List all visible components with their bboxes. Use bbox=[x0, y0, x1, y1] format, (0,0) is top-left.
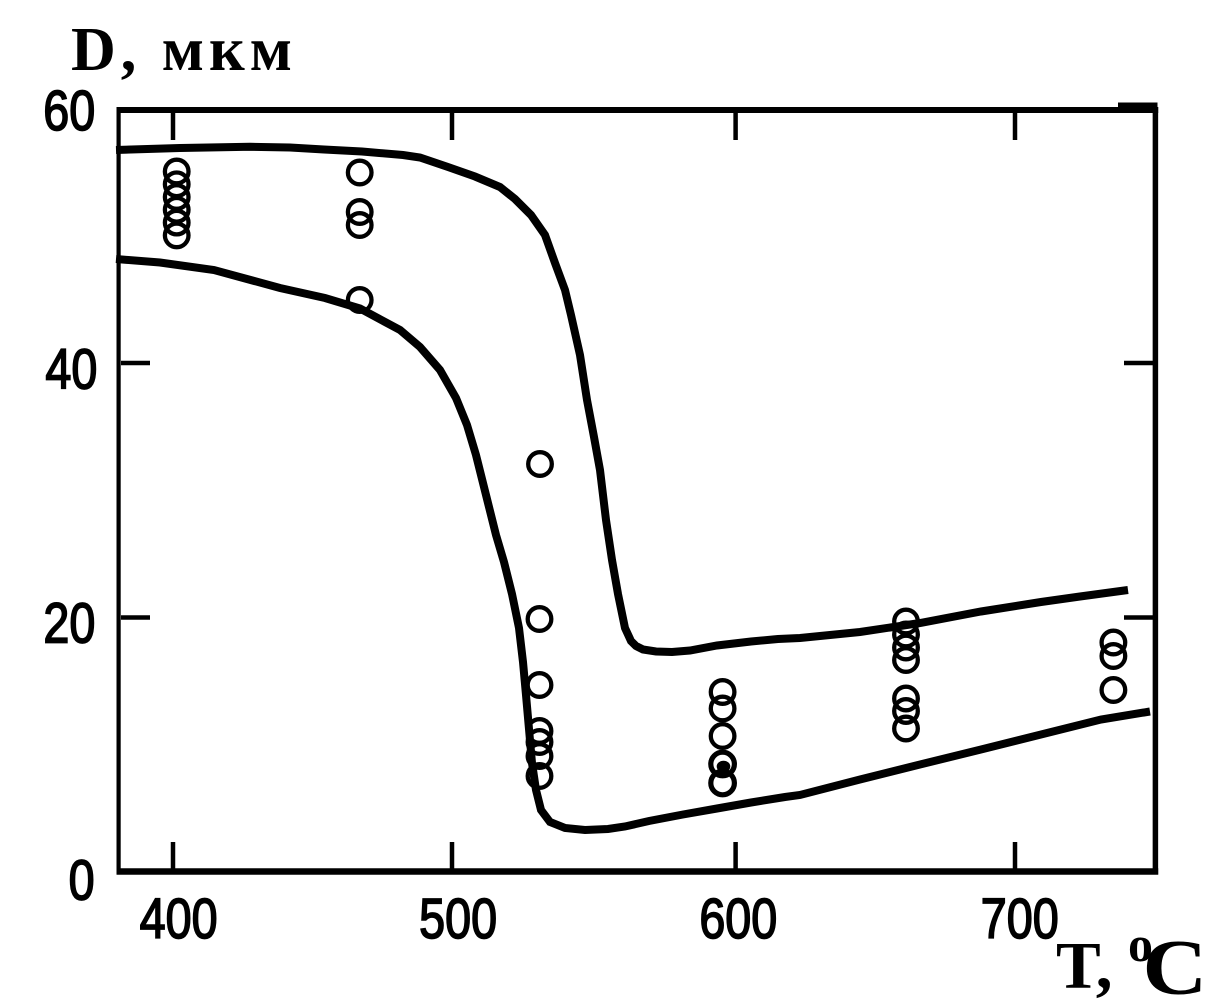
svg-text:600: 600 bbox=[699, 888, 777, 951]
svg-text:C: C bbox=[1143, 925, 1208, 1004]
svg-text:o: o bbox=[1128, 916, 1153, 972]
svg-text:0: 0 bbox=[69, 849, 95, 912]
svg-text:60: 60 bbox=[43, 80, 95, 143]
svg-text:700: 700 bbox=[981, 888, 1059, 951]
svg-text:40: 40 bbox=[45, 338, 97, 401]
svg-text:400: 400 bbox=[140, 888, 218, 951]
svg-text:500: 500 bbox=[419, 888, 497, 951]
svg-text:T,: T, bbox=[1056, 929, 1112, 1003]
svg-text:D, мкм: D, мкм bbox=[71, 16, 297, 84]
svg-text:20: 20 bbox=[43, 592, 95, 655]
